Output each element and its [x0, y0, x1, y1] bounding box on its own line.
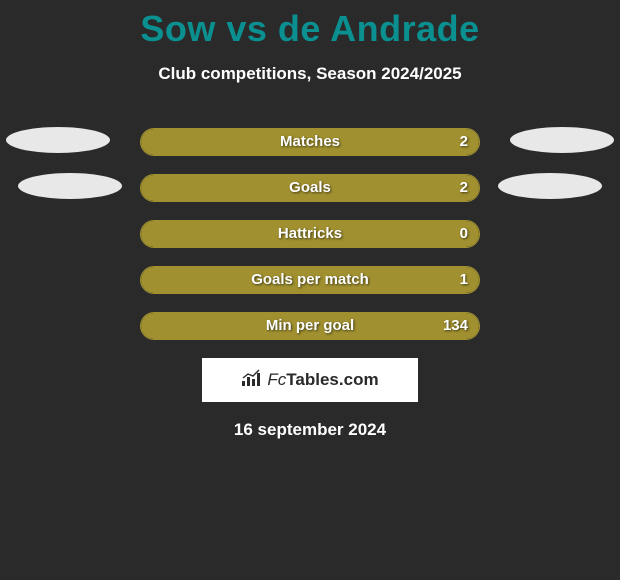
bar-fill — [141, 221, 479, 247]
stat-row-min-per-goal: Min per goal 134 — [0, 312, 620, 340]
stat-row-goals-per-match: Goals per match 1 — [0, 266, 620, 294]
bar-track — [140, 174, 480, 202]
bar-fill — [141, 267, 479, 293]
page-title: Sow vs de Andrade — [0, 0, 620, 50]
stat-row-hattricks: Hattricks 0 — [0, 220, 620, 248]
stat-row-matches: Matches 2 — [0, 128, 620, 156]
bar-track — [140, 220, 480, 248]
date-line: 16 september 2024 — [0, 420, 620, 440]
brand-box: FcTables.com — [202, 358, 418, 402]
bar-fill — [141, 129, 479, 155]
bar-track — [140, 312, 480, 340]
player-right-ellipse — [510, 127, 614, 153]
player-left-ellipse — [6, 127, 110, 153]
bar-fill — [141, 175, 479, 201]
player-right-ellipse — [498, 173, 602, 199]
page-subtitle: Club competitions, Season 2024/2025 — [0, 64, 620, 84]
bar-track — [140, 128, 480, 156]
player-left-ellipse — [18, 173, 122, 199]
bar-fill — [141, 313, 479, 339]
brand-text: FcTables.com — [267, 370, 378, 390]
chart-icon — [241, 369, 263, 392]
stat-row-goals: Goals 2 — [0, 174, 620, 202]
stats-chart: Matches 2 Goals 2 Hattricks 0 Goals per … — [0, 128, 620, 340]
bar-track — [140, 266, 480, 294]
